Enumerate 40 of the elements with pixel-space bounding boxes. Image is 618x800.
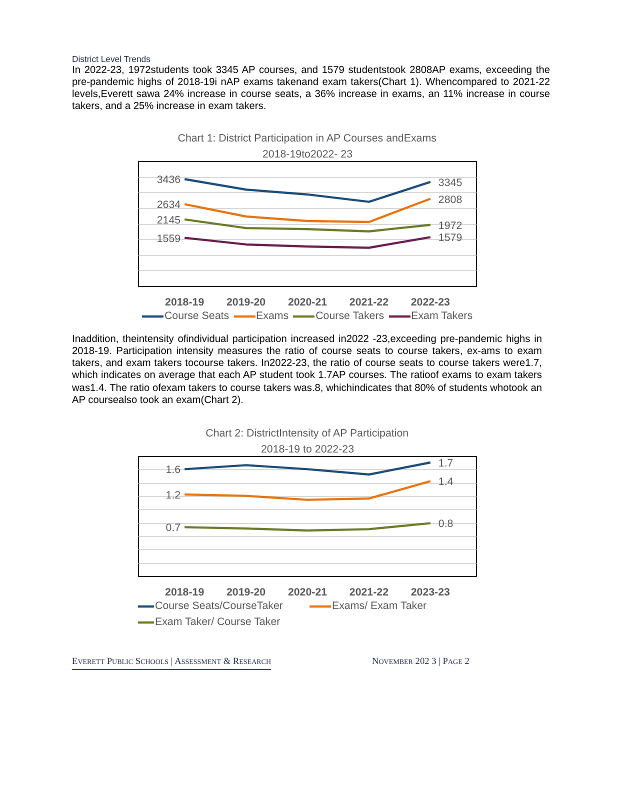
text: In 2022-23, 1972students took 3345 AP courses, and 1579 studentstook 2808AP exams, exceeding the pre-pandemic highs of 2018-19i nAP exams takenand exam takers(Chart 1). Whencompared to 2021-22 levels,Everett sawa 24% increase in course seats, a 36% increase in exams, an 11% increase in course takers, and a 25% increase in exam takers. xyxy=(72,65,550,114)
x-tick-label: 2022-23 xyxy=(410,296,450,308)
data-label: 1.7 xyxy=(438,458,454,470)
data-label: 1.2 xyxy=(166,490,181,502)
chart-subtitle: 2018-19 to 2022-23 xyxy=(260,444,354,456)
data-label: 0.8 xyxy=(438,518,454,530)
legend-label: Course Seats/CourseTaker xyxy=(155,600,284,612)
text: District Level Trends xyxy=(72,54,150,64)
x-tick-label: 2019-20 xyxy=(226,296,266,308)
legend-label: Exams xyxy=(256,310,289,322)
x-tick-label: 2021-22 xyxy=(349,296,389,308)
x-tick-label: 2020-21 xyxy=(288,586,328,598)
data-label: 1972 xyxy=(438,220,462,232)
data-label: 0.7 xyxy=(166,522,181,534)
data-label: 1559 xyxy=(156,232,181,245)
x-tick-label: 2023-23 xyxy=(410,586,450,598)
data-label: 3436 xyxy=(156,174,181,186)
data-label: 1.6 xyxy=(166,464,181,476)
chart-subtitle: 2018-19to2022- 23 xyxy=(262,148,353,160)
legend-label: Exams/ Exam Taker xyxy=(332,600,428,612)
chart-title: Chart 2: DistrictIntensity of AP Participation xyxy=(206,428,409,440)
data-label: 2808 xyxy=(438,194,462,206)
x-tick-label: 2021-22 xyxy=(349,586,389,598)
x-tick-label: 2020-21 xyxy=(288,296,328,308)
data-label: 2145 xyxy=(156,214,181,226)
legend-label: Exam Takers xyxy=(411,310,473,322)
data-label: 3345 xyxy=(438,176,462,189)
data-label: 1.4 xyxy=(438,476,454,488)
legend-label: Exam Taker/ Course Taker xyxy=(155,616,282,628)
text: Inaddition, theintensity ofindividual participation increased in2022 -23,exceeding pre-pandemic highs in 2018-19. Participation intensity measures the ratio of course seats to course takers, ex-ams to exam takers, and exam takers tocourse takers. In2022-23, the ratio of course seats to course takers were1.7, which indicates on average that each AP student took 1.7AP courses. The ratioof exams to exam takers was1.4. The ratio ofexam takers to course takers was.8, whichindicates that 80% of students whotook an AP coursealso took an exam(Chart 2). xyxy=(72,334,542,407)
text: November 202 3 | Page 2 xyxy=(372,656,470,669)
x-tick-label: 2019-20 xyxy=(226,586,266,598)
x-tick-label: 2018-19 xyxy=(165,296,204,308)
legend-label: Course Seats xyxy=(164,310,230,322)
text: Everett Public Schools | Assessment & Research xyxy=(72,656,272,670)
chart-title: Chart 1: District Participation in AP Courses andExams xyxy=(178,132,436,144)
data-label: 2634 xyxy=(156,199,181,212)
data-label: 1579 xyxy=(438,232,462,244)
legend-label: Course Takers xyxy=(316,310,384,322)
x-tick-label: 2018-19 xyxy=(165,586,204,598)
